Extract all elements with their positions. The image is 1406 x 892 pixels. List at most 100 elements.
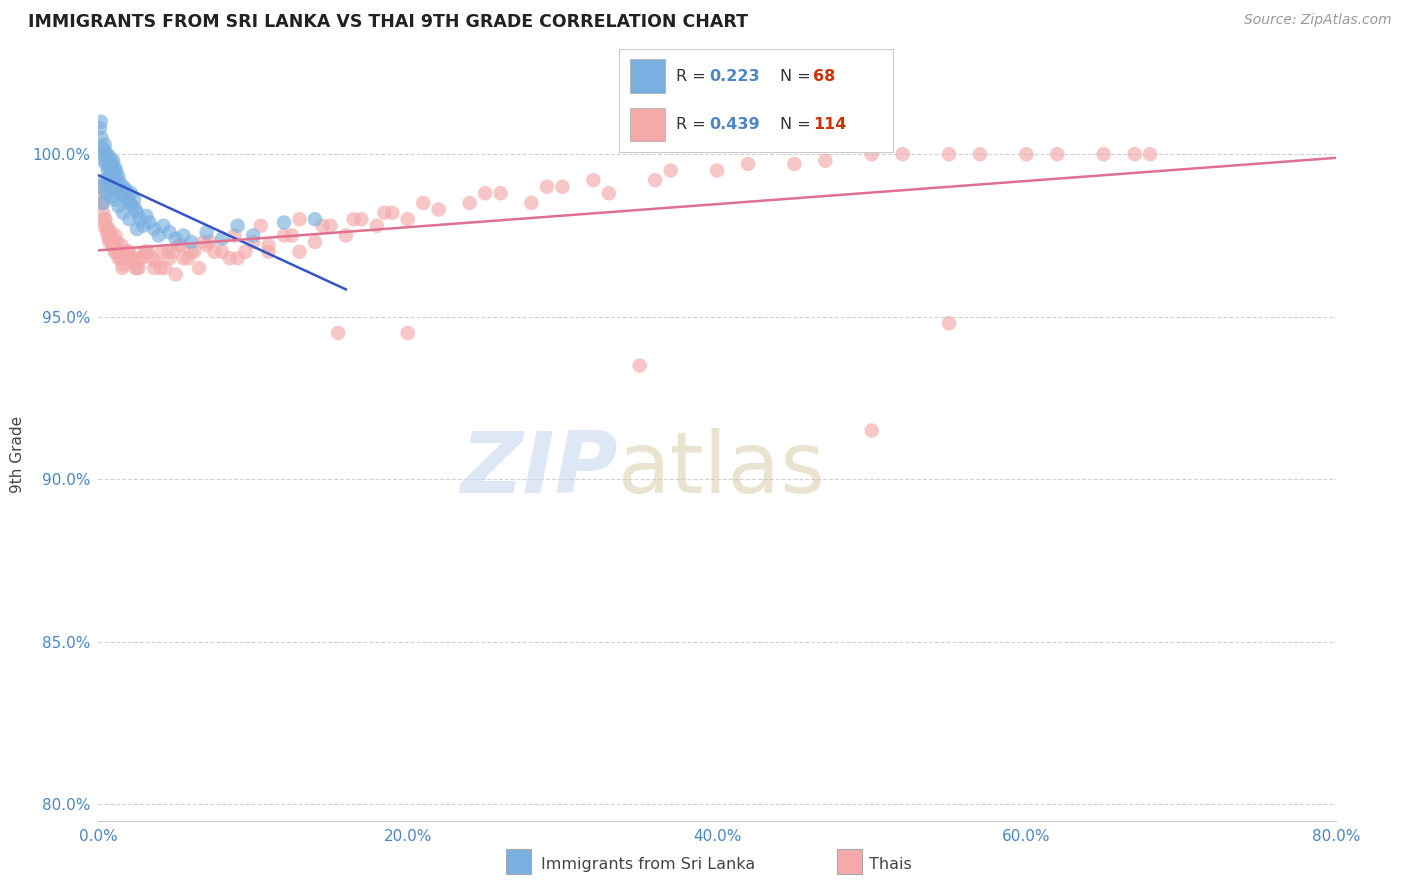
Point <box>111 186 132 201</box>
Point <box>520 196 543 211</box>
Point <box>108 177 131 191</box>
Point <box>120 252 142 266</box>
Point <box>101 232 124 246</box>
Point <box>103 179 125 194</box>
Bar <box>630 59 665 93</box>
Point <box>335 228 357 243</box>
Point <box>1092 147 1115 161</box>
Point <box>814 153 837 168</box>
Point <box>90 114 112 128</box>
Point <box>107 179 129 194</box>
Point <box>183 244 205 259</box>
Point <box>165 232 187 246</box>
Point <box>474 186 496 201</box>
Point <box>124 202 146 217</box>
Point <box>135 209 157 223</box>
Point <box>108 252 131 266</box>
Point <box>644 173 666 187</box>
Point <box>165 268 187 282</box>
Point <box>94 212 117 227</box>
Point <box>257 238 280 252</box>
Text: R =: R = <box>676 69 711 84</box>
Point <box>127 260 149 275</box>
Point <box>121 199 143 213</box>
Point <box>150 244 173 259</box>
Point <box>103 238 125 252</box>
Point <box>195 225 218 239</box>
Point <box>288 244 311 259</box>
Point <box>90 131 112 145</box>
Point <box>127 205 149 219</box>
Point <box>121 252 143 266</box>
Point <box>107 244 129 259</box>
Point <box>107 169 129 184</box>
Point <box>127 222 149 236</box>
Point <box>101 153 124 168</box>
Point <box>204 244 226 259</box>
Point <box>412 196 434 211</box>
Point <box>135 244 157 259</box>
Point <box>97 153 120 168</box>
Point <box>100 167 122 181</box>
Point <box>1123 147 1146 161</box>
Point <box>177 252 200 266</box>
Point <box>96 186 118 201</box>
Point <box>104 167 127 181</box>
Point <box>91 205 114 219</box>
Point <box>219 252 242 266</box>
Point <box>91 141 114 155</box>
Point <box>938 316 960 330</box>
Point <box>180 235 202 249</box>
Point <box>152 219 174 233</box>
Point <box>105 173 128 187</box>
Point <box>226 219 249 233</box>
Point <box>366 219 388 233</box>
Point <box>304 235 326 249</box>
Point <box>96 225 118 239</box>
Point <box>180 244 202 259</box>
Bar <box>630 108 665 141</box>
Point <box>90 196 112 211</box>
Text: atlas: atlas <box>619 428 827 511</box>
Point <box>195 238 218 252</box>
Point <box>100 235 122 249</box>
Point <box>1015 147 1038 161</box>
Point <box>211 244 233 259</box>
Point <box>427 202 450 217</box>
Point <box>93 173 115 187</box>
Point <box>226 252 249 266</box>
Point <box>242 235 264 249</box>
Point <box>118 244 141 259</box>
Point <box>138 215 160 229</box>
Point <box>96 219 118 233</box>
Point <box>98 160 121 174</box>
Text: 0.223: 0.223 <box>709 69 759 84</box>
Point <box>141 252 165 266</box>
Point <box>319 219 342 233</box>
Point <box>117 244 139 259</box>
Point <box>891 147 914 161</box>
Point <box>115 244 138 259</box>
Point <box>132 219 155 233</box>
Point <box>145 254 167 268</box>
Point <box>114 252 136 266</box>
Point <box>101 189 124 203</box>
Point <box>93 219 115 233</box>
Text: N =: N = <box>780 117 817 132</box>
Point <box>90 186 112 201</box>
Point <box>458 196 481 211</box>
Point <box>98 232 121 246</box>
Point <box>1046 147 1069 161</box>
Point <box>136 244 159 259</box>
Point <box>172 252 194 266</box>
Point <box>105 244 128 259</box>
Text: 68: 68 <box>813 69 835 84</box>
Point <box>100 157 122 171</box>
Text: 114: 114 <box>813 117 846 132</box>
Point <box>97 228 120 243</box>
Point <box>350 212 373 227</box>
Point <box>98 151 121 165</box>
Point <box>90 179 112 194</box>
Text: Immigrants from Sri Lanka: Immigrants from Sri Lanka <box>541 857 755 871</box>
Point <box>94 144 117 158</box>
